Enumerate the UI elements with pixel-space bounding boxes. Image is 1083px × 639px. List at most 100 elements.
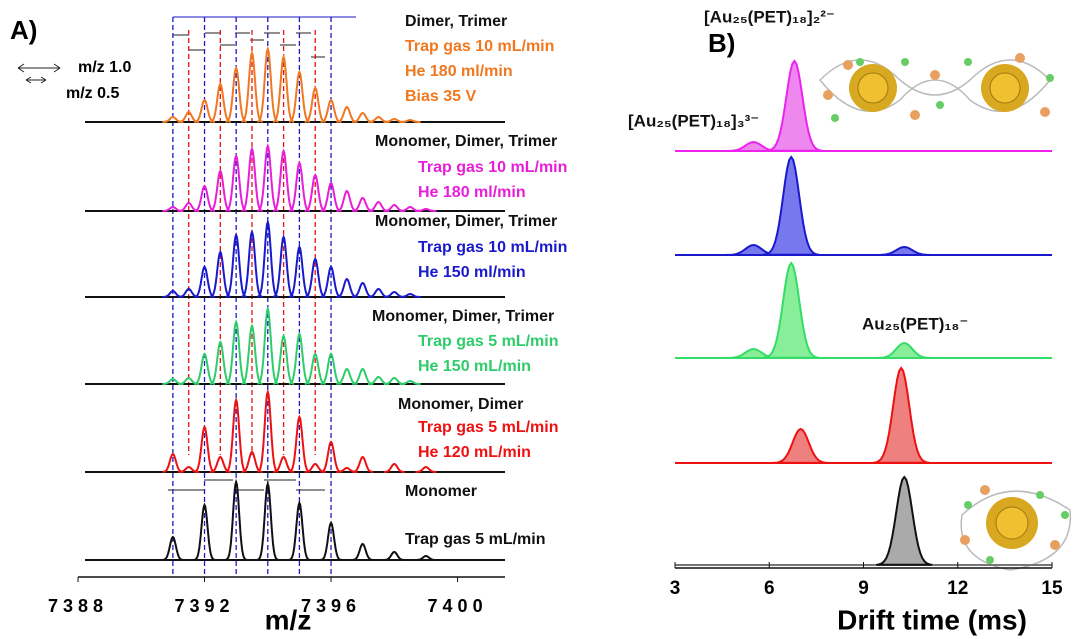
peak [320, 265, 342, 298]
peak [225, 65, 247, 123]
spacing-arrows [168, 32, 325, 491]
peak [272, 148, 295, 212]
peak [304, 352, 326, 385]
x-tick-label: 7400 [428, 596, 488, 616]
x-tick-label: 12 [947, 578, 968, 599]
x-tick-label: 15 [1041, 578, 1063, 599]
x-tick-label: 7392 [174, 596, 234, 616]
x-tick-label: 6 [764, 578, 775, 599]
panel-label: B) [708, 28, 735, 58]
trace-name: Monomer, Dimer, Trimer [375, 133, 557, 150]
peak [241, 146, 263, 212]
trace-condition: Bias 35 V [405, 88, 476, 105]
peak [352, 455, 374, 473]
trace-name: Dimer, Trimer [405, 13, 507, 30]
peak [241, 323, 263, 385]
peak [415, 207, 437, 212]
peak [257, 305, 279, 385]
peak [336, 189, 358, 212]
peak [272, 234, 295, 298]
peak [320, 352, 342, 385]
trace-condition: Trap gas 10 mL/min [418, 159, 567, 176]
trace-condition: He 150 ml/min [418, 264, 526, 281]
peak [209, 339, 231, 385]
molecule-monomer [960, 485, 1072, 571]
peak-annotation: [Au₂₅(PET)₁₈]₃³⁻ [628, 111, 759, 130]
peak [272, 333, 295, 385]
peak [320, 181, 342, 212]
molecule-dimer [818, 53, 1054, 122]
peak-annotation: Au₂₅(PET)₁₈⁻ [862, 314, 968, 333]
trace-condition: Trap gas 5 mL/min [418, 333, 558, 350]
peak [352, 111, 374, 123]
peak [225, 153, 247, 212]
peak [225, 396, 247, 473]
peak [772, 427, 829, 464]
scale-label: m/z 1.0 [78, 59, 131, 76]
x-tick-label: 7388 [48, 596, 108, 616]
peak [304, 257, 326, 298]
peak [257, 388, 279, 473]
peak [399, 118, 421, 123]
peak [352, 196, 374, 212]
x-tick-label: 7396 [301, 596, 361, 616]
peak [336, 367, 358, 385]
peak [368, 200, 389, 212]
peak [225, 232, 247, 298]
peak [241, 50, 263, 123]
x-tick-label: 3 [670, 578, 681, 599]
x-axis-label: Drift time (ms) [837, 604, 1027, 635]
trace-name: Monomer, Dimer, Trimer [372, 308, 554, 325]
trace-condition: Trap gas 10 mL/min [405, 38, 554, 55]
peak [763, 261, 820, 359]
peak [193, 98, 216, 123]
peak [352, 367, 374, 385]
peak [873, 366, 930, 464]
peak [241, 229, 263, 298]
x-axis-label: m/z [265, 604, 312, 635]
trace-condition: He 180 ml/min [418, 184, 526, 201]
peak [225, 319, 247, 385]
peak [399, 292, 421, 298]
peak [257, 480, 279, 561]
peak [162, 452, 184, 473]
x-tick-label: 9 [858, 578, 869, 599]
peak [209, 169, 231, 212]
peak [399, 379, 421, 385]
peak [320, 521, 342, 561]
trace-condition: Trap gas 5 mL/min [418, 419, 558, 436]
peak [288, 500, 311, 561]
peak [257, 218, 279, 298]
peak [336, 105, 358, 123]
peak [352, 281, 374, 298]
peak [193, 424, 216, 473]
trace-name: Monomer, Dimer [398, 396, 523, 413]
peak [876, 475, 933, 566]
peak [304, 86, 326, 123]
peak [336, 277, 358, 298]
peak [415, 465, 437, 473]
peak [162, 535, 184, 561]
peak [304, 173, 326, 212]
peak [876, 341, 933, 359]
peak [193, 352, 216, 385]
scale-label: m/z 0.5 [66, 85, 119, 102]
peak [766, 59, 823, 152]
peak [288, 414, 311, 473]
trace-condition: He 120 mL/min [418, 444, 531, 461]
peak [288, 69, 311, 123]
trace-condition: He 180 ml/min [405, 63, 513, 80]
peak [383, 462, 405, 473]
peak [257, 143, 279, 212]
peak [193, 265, 216, 298]
trace-condition: He 150 mL/min [418, 358, 531, 375]
peak [193, 502, 216, 561]
peak [352, 542, 374, 561]
peak [383, 550, 405, 561]
peak [415, 554, 437, 561]
peak [225, 478, 247, 561]
trace-condition: Trap gas 10 mL/min [418, 239, 567, 256]
peak [368, 287, 389, 298]
peak [209, 249, 231, 298]
